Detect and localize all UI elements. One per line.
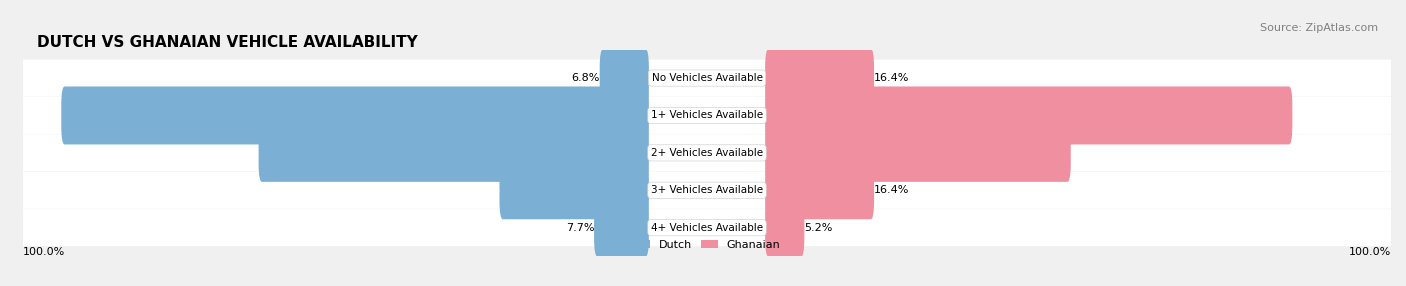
- Text: 4+ Vehicles Available: 4+ Vehicles Available: [651, 223, 763, 233]
- Text: 83.6%: 83.6%: [1292, 110, 1331, 120]
- FancyBboxPatch shape: [600, 49, 648, 107]
- Text: 7.7%: 7.7%: [565, 223, 595, 233]
- Text: 100.0%: 100.0%: [22, 247, 65, 257]
- FancyBboxPatch shape: [259, 124, 648, 182]
- Text: 1+ Vehicles Available: 1+ Vehicles Available: [651, 110, 763, 120]
- Text: DUTCH VS GHANAIAN VEHICLE AVAILABILITY: DUTCH VS GHANAIAN VEHICLE AVAILABILITY: [37, 35, 418, 50]
- FancyBboxPatch shape: [765, 86, 1292, 144]
- Legend: Dutch, Ghanaian: Dutch, Ghanaian: [628, 235, 785, 254]
- FancyBboxPatch shape: [595, 199, 648, 257]
- Text: 22.9%: 22.9%: [461, 185, 499, 195]
- Text: No Vehicles Available: No Vehicles Available: [651, 73, 762, 83]
- Text: 2+ Vehicles Available: 2+ Vehicles Available: [651, 148, 763, 158]
- FancyBboxPatch shape: [22, 59, 1391, 97]
- Text: 48.0%: 48.0%: [1071, 148, 1109, 158]
- FancyBboxPatch shape: [22, 134, 1391, 171]
- FancyBboxPatch shape: [765, 124, 1071, 182]
- Text: Source: ZipAtlas.com: Source: ZipAtlas.com: [1260, 23, 1378, 33]
- Text: 3+ Vehicles Available: 3+ Vehicles Available: [651, 185, 763, 195]
- Text: 5.2%: 5.2%: [804, 223, 832, 233]
- Text: 61.6%: 61.6%: [219, 148, 259, 158]
- FancyBboxPatch shape: [765, 161, 875, 219]
- FancyBboxPatch shape: [22, 172, 1391, 209]
- FancyBboxPatch shape: [765, 49, 875, 107]
- FancyBboxPatch shape: [22, 209, 1391, 246]
- FancyBboxPatch shape: [62, 86, 648, 144]
- Text: 16.4%: 16.4%: [875, 185, 910, 195]
- Text: 6.8%: 6.8%: [571, 73, 600, 83]
- FancyBboxPatch shape: [765, 199, 804, 257]
- FancyBboxPatch shape: [22, 97, 1391, 134]
- Text: 16.4%: 16.4%: [875, 73, 910, 83]
- Text: 93.3%: 93.3%: [22, 110, 62, 120]
- Text: 100.0%: 100.0%: [1348, 247, 1391, 257]
- FancyBboxPatch shape: [499, 161, 648, 219]
